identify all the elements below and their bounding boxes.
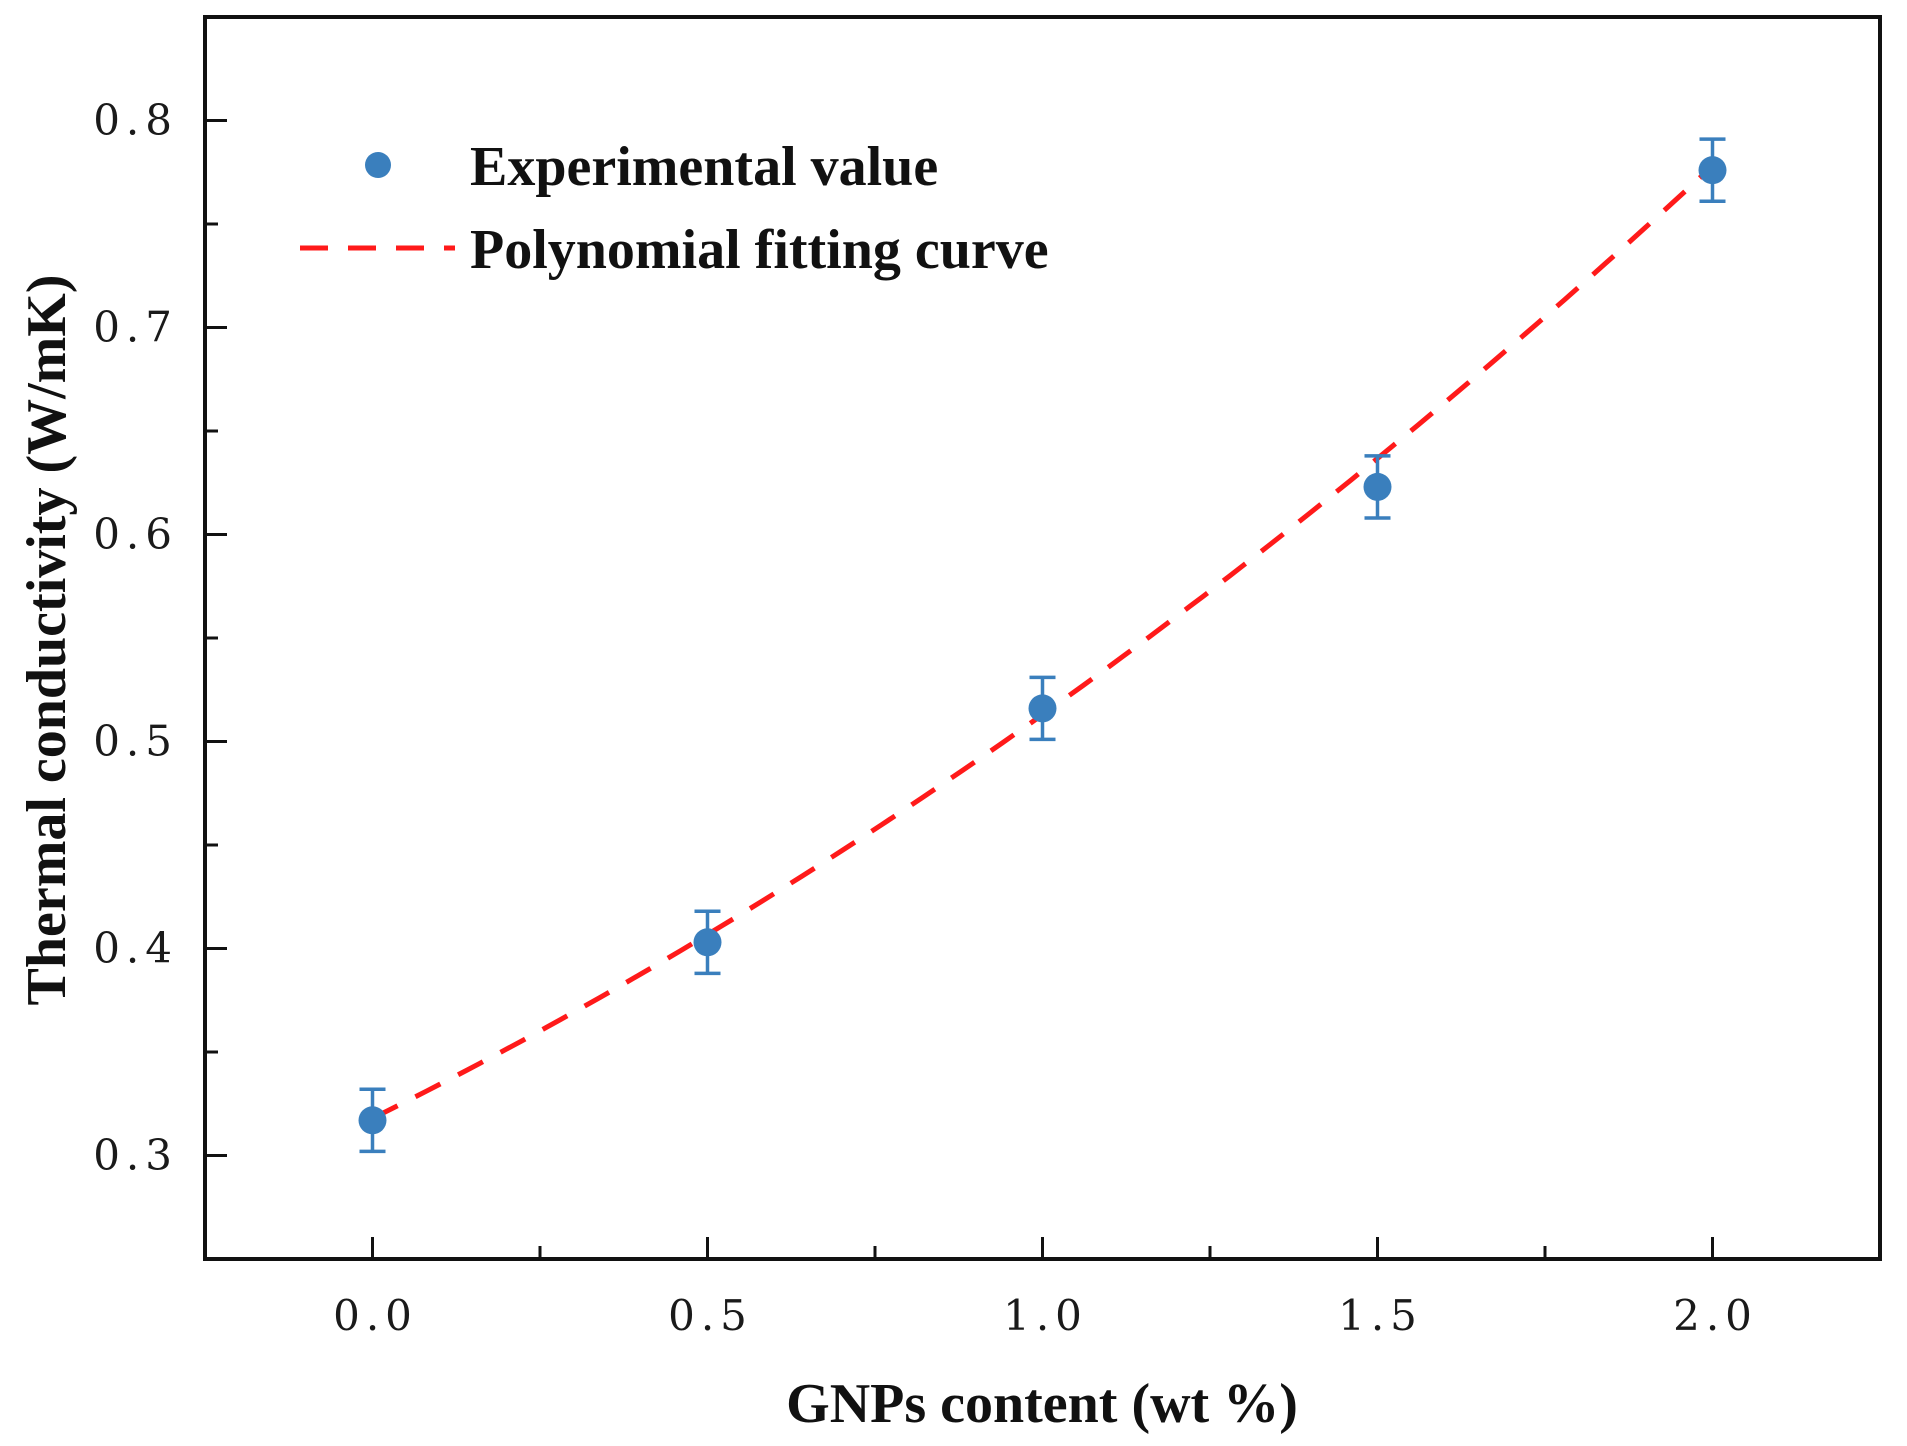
legend-label-experimental: Experimental value xyxy=(470,136,938,198)
legend-marker-experimental xyxy=(365,152,391,178)
y-tick-label: 0.3 xyxy=(93,1131,178,1180)
data-point xyxy=(1698,137,1727,203)
y-axis-ticks xyxy=(205,119,227,1157)
y-tick-label: 0.5 xyxy=(93,717,178,766)
y-tick-label: 0.4 xyxy=(93,924,178,973)
point-marker xyxy=(693,928,722,957)
x-tick-label: 0.5 xyxy=(668,1291,753,1340)
point-marker xyxy=(1363,472,1392,501)
x-axis-title: GNPs content (wt %) xyxy=(786,1373,1298,1435)
x-tick-label: 0.0 xyxy=(333,1291,418,1340)
x-axis-tick-labels: 0.0 0.5 1.0 1.5 2.0 xyxy=(333,1291,1758,1340)
data-point xyxy=(693,909,722,976)
x-tick-label: 2.0 xyxy=(1673,1291,1758,1340)
data-point xyxy=(1363,454,1392,520)
x-tick-label: 1.0 xyxy=(1003,1291,1088,1340)
y-axis-title: Thermal conductivity (W/mK) xyxy=(16,274,78,1005)
y-tick-label: 0.7 xyxy=(93,303,178,352)
legend: Experimental value Polynomial fitting cu… xyxy=(300,136,1049,281)
polynomial-fitting-curve xyxy=(371,164,1715,1121)
data-point xyxy=(358,1087,387,1154)
point-marker xyxy=(1028,694,1057,723)
x-tick-label: 1.5 xyxy=(1338,1291,1423,1340)
y-axis-tick-labels: 0.3 0.4 0.5 0.6 0.7 0.8 xyxy=(93,96,178,1180)
data-point xyxy=(1028,675,1057,742)
x-axis-ticks xyxy=(371,1237,1714,1259)
point-marker xyxy=(1698,156,1727,185)
y-tick-label: 0.8 xyxy=(93,96,178,145)
experimental-points xyxy=(358,137,1727,1154)
plot-frame xyxy=(203,15,1882,1261)
legend-label-polynomial: Polynomial fitting curve xyxy=(470,219,1049,281)
y-tick-label: 0.6 xyxy=(93,510,178,559)
point-marker xyxy=(358,1106,387,1135)
